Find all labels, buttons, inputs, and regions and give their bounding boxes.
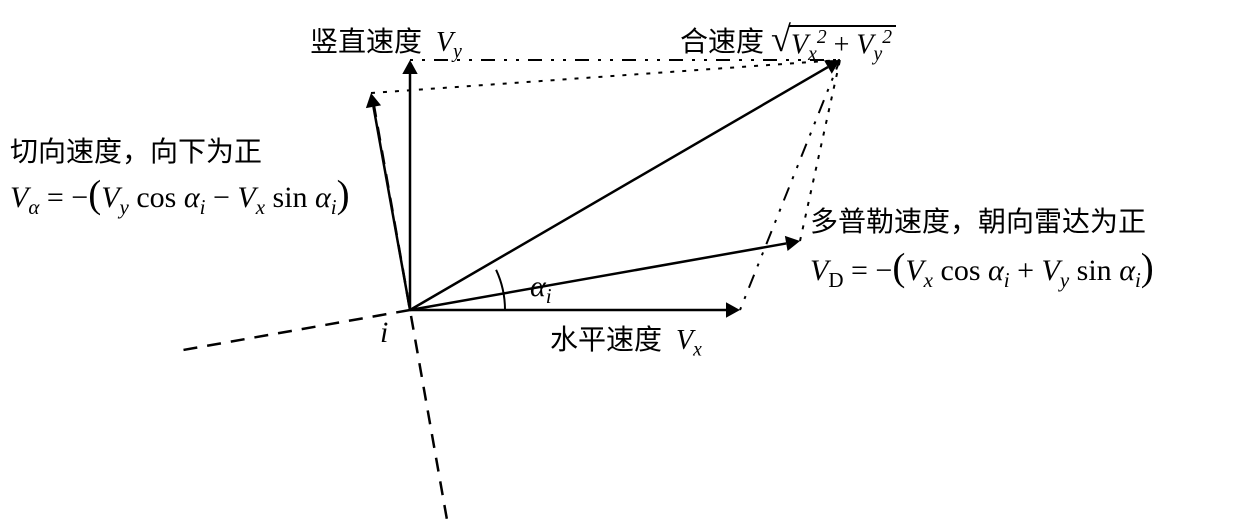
doppler-velocity-equation: VD = −(Vx cos αi + Vy sin αi) xyxy=(810,245,1154,293)
doppler-velocity-label: 多普勒速度，朝向雷达为正 xyxy=(810,200,1146,240)
tangential-velocity-label: 切向速度，向下为正 xyxy=(10,130,262,170)
origin-label: i xyxy=(380,316,388,350)
horizontal-velocity-label: 水平速度 Vx xyxy=(550,318,702,362)
tangential-velocity-equation: Vα = −(Vy cos αi − Vx sin αi) xyxy=(10,172,350,220)
resultant-velocity-label: 合速度 √ Vx2 + Vy2 xyxy=(680,20,896,66)
vertical-velocity-label: 竖直速度 Vy xyxy=(310,20,462,64)
angle-label: αi xyxy=(530,270,552,309)
